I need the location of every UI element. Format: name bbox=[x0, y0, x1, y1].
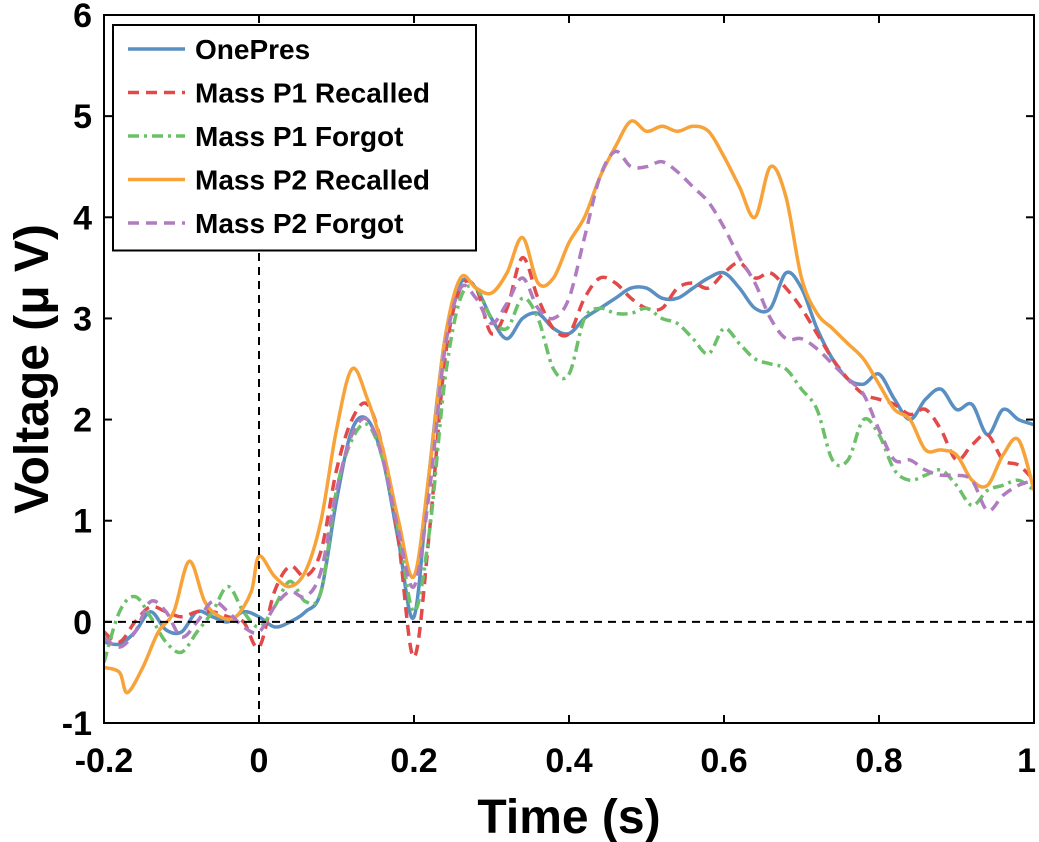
y-tick-label: 4 bbox=[73, 199, 92, 237]
legend-box bbox=[112, 24, 477, 252]
series-line-4 bbox=[104, 119, 1034, 695]
x-axis-label: Time (s) bbox=[477, 791, 660, 842]
x-tick-label: 0.2 bbox=[390, 742, 437, 780]
y-axis-label: Voltage (μ V) bbox=[6, 224, 59, 514]
y-tick-label: 3 bbox=[73, 300, 92, 338]
legend-label: Mass P2 Recalled bbox=[195, 165, 430, 196]
legend-label: Mass P2 Forgot bbox=[195, 208, 403, 239]
legend-label: Mass P1 Recalled bbox=[195, 78, 430, 109]
legend-label: OnePres bbox=[195, 34, 310, 65]
y-tick-label: 1 bbox=[73, 503, 92, 541]
y-tick-label: -1 bbox=[62, 705, 92, 743]
series-layer bbox=[104, 119, 1034, 695]
legend-label: Mass P1 Forgot bbox=[195, 121, 403, 152]
x-tick-label: 0.4 bbox=[545, 742, 592, 780]
series-line-5 bbox=[104, 149, 1034, 649]
x-tick-label: -0.2 bbox=[75, 742, 134, 780]
x-tick-label: 0 bbox=[250, 742, 269, 780]
series-line-1 bbox=[104, 270, 1034, 647]
x-tick-label: 0.8 bbox=[855, 742, 902, 780]
y-tick-label: 0 bbox=[73, 604, 92, 642]
ticks-layer: -0.2 0 0.2 0.4 0.6 0.8 1 -1 0 1 2 3 4 5 6 bbox=[62, 0, 1036, 780]
x-tick-label: 0.6 bbox=[700, 742, 747, 780]
x-tick-label: 1 bbox=[1017, 742, 1036, 780]
series-line-2 bbox=[104, 255, 1034, 660]
y-tick-label: 2 bbox=[73, 402, 92, 440]
legend: OnePres Mass P1 Recalled Mass P1 Forgot Mas… bbox=[112, 24, 477, 252]
y-tick-label: 5 bbox=[73, 98, 92, 136]
series-line-3 bbox=[104, 284, 1034, 663]
y-tick-label: 6 bbox=[73, 0, 92, 35]
